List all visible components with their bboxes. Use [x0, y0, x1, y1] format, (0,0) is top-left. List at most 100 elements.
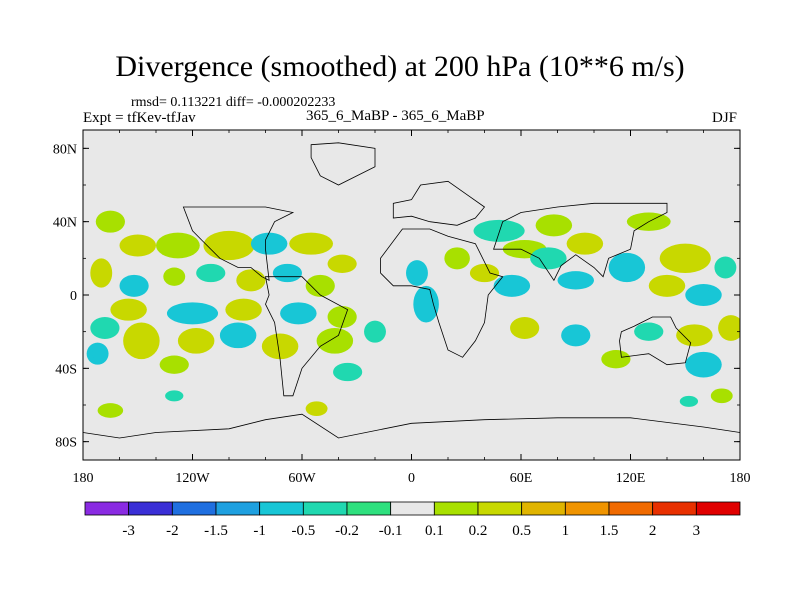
divergence-anomaly-28 — [159, 355, 189, 374]
chart-title: Divergence (smoothed) at 200 hPa (10**6 … — [115, 50, 685, 83]
y-tick-label: 0 — [70, 289, 77, 304]
colorbar-label: -2 — [166, 523, 179, 539]
colorbar-label: 1 — [562, 523, 570, 539]
divergence-core-7 — [334, 259, 350, 269]
divergence-core-4 — [216, 238, 242, 253]
divergence-anomaly-58 — [679, 395, 699, 407]
divergence-core-30 — [311, 405, 323, 413]
divergence-core-36 — [477, 268, 492, 278]
coastline-7 — [83, 413, 740, 460]
coastline-3 — [265, 276, 349, 397]
colorbar-label: 1.5 — [600, 523, 619, 539]
divergence-anomaly-25 — [316, 328, 354, 354]
colorbar-label: -1.5 — [204, 523, 228, 539]
divergence-anomaly-29 — [333, 362, 363, 382]
colorbar-swatch — [171, 501, 217, 516]
colorbar-swatch — [302, 501, 348, 516]
divergence-core-9 — [126, 280, 142, 292]
divergence-anomaly-55 — [601, 350, 631, 369]
divergence-core-34 — [419, 295, 433, 314]
divergence-core-23 — [229, 328, 248, 342]
colorbar-swatch — [259, 501, 304, 516]
divergence-core-5 — [260, 238, 279, 250]
season-label: DJF — [712, 110, 738, 126]
colorbar-label: -0.5 — [291, 523, 315, 539]
divergence-core-48 — [657, 280, 677, 292]
divergence-anomaly-3 — [156, 232, 200, 259]
colorbar-swatch — [477, 501, 523, 516]
colorbar-label: -1 — [253, 523, 266, 539]
colorbar-label: -0.1 — [379, 523, 403, 539]
rmsd-diff-label: rmsd= 0.113221 diff= -0.000202233 — [131, 95, 336, 110]
divergence-core-27 — [92, 348, 104, 360]
divergence-core-18 — [289, 307, 308, 319]
colorbar-label: 2 — [649, 523, 657, 539]
divergence-core-22 — [187, 334, 206, 348]
coastline-4 — [182, 206, 295, 281]
coastline-8 — [310, 142, 376, 186]
divergence-core-43 — [566, 275, 585, 285]
coastline-5 — [493, 202, 668, 282]
divergence-anomaly-49 — [714, 256, 737, 279]
divergence-core-15 — [119, 304, 138, 316]
colorbar-swatch — [433, 501, 479, 516]
divergence-core-56 — [694, 358, 713, 372]
divergence-anomaly-38 — [473, 219, 525, 242]
divergence-core-47 — [694, 289, 713, 301]
divergence-anomaly-1 — [95, 210, 125, 233]
x-tick-label: 120E — [616, 471, 646, 486]
x-tick-label: 180 — [73, 471, 94, 486]
colorbar-label: 0.1 — [425, 523, 444, 539]
divergence-anomaly-57 — [710, 388, 733, 404]
x-tick-label: 0 — [408, 471, 415, 486]
colorbar-label: 0.2 — [469, 523, 488, 539]
colorbar-label: -3 — [122, 523, 135, 539]
divergence-anomaly-41 — [535, 214, 573, 237]
plot-background — [83, 130, 740, 460]
colorbar-swatch — [346, 501, 392, 516]
coastline-2 — [380, 228, 504, 358]
divergence-anomaly-19 — [327, 306, 357, 328]
divergence-core-24 — [270, 339, 290, 353]
divergence-anomaly-20 — [90, 317, 120, 339]
x-tick-label: 180 — [730, 471, 751, 486]
x-tick-label: 120W — [175, 471, 210, 486]
divergence-core-21 — [132, 331, 151, 351]
divergence-anomaly-31 — [97, 403, 124, 418]
coastline-6 — [619, 316, 692, 366]
colorbar-label: -0.2 — [335, 523, 359, 539]
case-names-label: 365_6_MaBP - 365_6_MaBP — [306, 108, 485, 124]
colorbar-swatch — [652, 501, 697, 516]
colorbar-swatch — [564, 501, 610, 516]
divergence-core-33 — [411, 266, 423, 280]
colorbar-swatch — [695, 501, 741, 516]
colorbar-swatch — [215, 501, 261, 516]
x-tick-label: 60E — [510, 471, 533, 486]
y-tick-label: 80N — [53, 142, 77, 157]
divergence-core-51 — [685, 329, 704, 341]
colorbar-swatch — [84, 501, 130, 516]
colorbar-swatch — [521, 501, 566, 516]
coastline-1 — [392, 180, 486, 226]
divergence-core-50 — [724, 321, 738, 335]
divergence-core-42 — [575, 238, 594, 250]
divergence-anomaly-32 — [165, 390, 184, 402]
x-tick-label: 60W — [288, 471, 316, 486]
divergence-anomaly-14 — [305, 274, 335, 297]
divergence-anomaly-52 — [634, 322, 664, 341]
colorbar-swatch — [128, 501, 173, 516]
divergence-core-2 — [128, 240, 147, 251]
colorbar-label: 0.5 — [512, 523, 531, 539]
divergence-core-54 — [568, 329, 584, 341]
divergence-core-17 — [234, 304, 253, 316]
divergence-core-13 — [280, 268, 295, 278]
colorbar-label: 3 — [693, 523, 701, 539]
divergence-anomaly-40 — [530, 247, 567, 270]
divergence-core-53 — [517, 322, 532, 334]
y-tick-label: 80S — [55, 436, 77, 451]
colorbar-swatch — [390, 501, 435, 516]
divergence-core-6 — [300, 238, 323, 250]
divergence-anomaly-11 — [196, 263, 226, 283]
